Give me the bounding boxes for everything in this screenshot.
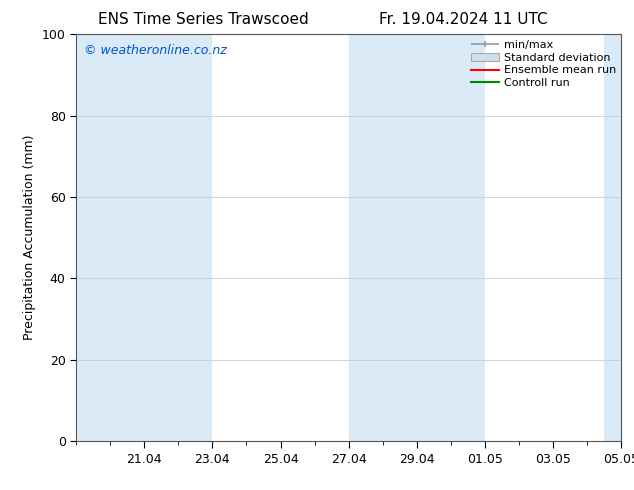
Legend: min/max, Standard deviation, Ensemble mean run, Controll run: min/max, Standard deviation, Ensemble me… (469, 38, 618, 91)
Y-axis label: Precipitation Accumulation (mm): Precipitation Accumulation (mm) (23, 135, 36, 341)
Bar (76, 34, 144, 441)
Bar (417, 34, 485, 441)
Text: ENS Time Series Trawscoed: ENS Time Series Trawscoed (98, 12, 308, 27)
Bar (604, 34, 634, 441)
Text: © weatheronline.co.nz: © weatheronline.co.nz (84, 45, 227, 57)
Text: Fr. 19.04.2024 11 UTC: Fr. 19.04.2024 11 UTC (378, 12, 547, 27)
Bar (144, 34, 212, 441)
Bar (349, 34, 417, 441)
